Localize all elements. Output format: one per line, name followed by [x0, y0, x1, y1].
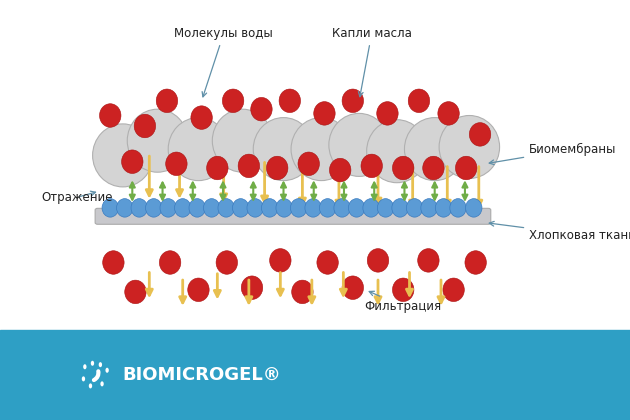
Ellipse shape — [191, 106, 212, 129]
Ellipse shape — [247, 199, 263, 217]
Ellipse shape — [216, 251, 238, 274]
Ellipse shape — [253, 118, 314, 181]
Ellipse shape — [134, 114, 156, 138]
Ellipse shape — [100, 104, 121, 127]
Ellipse shape — [203, 199, 220, 217]
Ellipse shape — [406, 199, 423, 217]
Text: Молекулы воды: Молекулы воды — [175, 27, 273, 97]
Ellipse shape — [93, 124, 153, 187]
Ellipse shape — [469, 123, 491, 146]
Ellipse shape — [251, 97, 272, 121]
Ellipse shape — [439, 116, 500, 178]
Text: Хлопковая ткань: Хлопковая ткань — [490, 221, 630, 241]
Ellipse shape — [168, 118, 229, 181]
Ellipse shape — [175, 199, 191, 217]
Ellipse shape — [125, 280, 146, 304]
Ellipse shape — [122, 150, 143, 173]
Ellipse shape — [291, 118, 352, 181]
Ellipse shape — [91, 361, 94, 366]
FancyArrowPatch shape — [94, 371, 98, 380]
Ellipse shape — [314, 102, 335, 125]
Ellipse shape — [290, 199, 307, 217]
Ellipse shape — [232, 199, 249, 217]
Ellipse shape — [146, 199, 162, 217]
Ellipse shape — [82, 376, 85, 381]
Ellipse shape — [105, 368, 109, 373]
Ellipse shape — [465, 251, 486, 274]
Text: Капли масла: Капли масла — [332, 27, 411, 97]
Ellipse shape — [89, 383, 92, 389]
Ellipse shape — [188, 278, 209, 302]
Ellipse shape — [266, 156, 288, 180]
Ellipse shape — [443, 278, 464, 302]
Ellipse shape — [435, 199, 452, 217]
Ellipse shape — [127, 109, 188, 172]
Ellipse shape — [102, 199, 118, 217]
Ellipse shape — [455, 156, 477, 180]
Ellipse shape — [404, 118, 465, 181]
Ellipse shape — [329, 158, 351, 182]
Ellipse shape — [418, 249, 439, 272]
FancyBboxPatch shape — [95, 208, 491, 224]
Ellipse shape — [319, 199, 336, 217]
Ellipse shape — [298, 152, 319, 176]
Ellipse shape — [131, 199, 147, 217]
Ellipse shape — [292, 280, 313, 304]
Bar — [0, 330, 630, 420]
Ellipse shape — [159, 251, 181, 274]
Ellipse shape — [317, 251, 338, 274]
Ellipse shape — [103, 251, 124, 274]
Ellipse shape — [99, 362, 102, 367]
Ellipse shape — [212, 109, 273, 172]
Ellipse shape — [270, 249, 291, 272]
Text: Отражение: Отражение — [41, 191, 112, 204]
Ellipse shape — [363, 199, 379, 217]
Text: BIOMICROGEL®: BIOMICROGEL® — [123, 366, 282, 384]
Ellipse shape — [100, 381, 104, 386]
Ellipse shape — [279, 89, 301, 113]
Ellipse shape — [392, 278, 414, 302]
Ellipse shape — [342, 89, 364, 113]
Ellipse shape — [438, 102, 459, 125]
Ellipse shape — [222, 89, 244, 113]
Ellipse shape — [377, 102, 398, 125]
Ellipse shape — [348, 199, 365, 217]
Ellipse shape — [408, 89, 430, 113]
Ellipse shape — [367, 120, 427, 183]
Ellipse shape — [392, 156, 414, 180]
Ellipse shape — [377, 199, 394, 217]
Ellipse shape — [261, 199, 278, 217]
Ellipse shape — [83, 364, 86, 369]
Ellipse shape — [421, 199, 437, 217]
Ellipse shape — [342, 276, 364, 299]
Ellipse shape — [450, 199, 466, 217]
Ellipse shape — [392, 199, 408, 217]
Ellipse shape — [329, 113, 389, 176]
Ellipse shape — [207, 156, 228, 180]
Ellipse shape — [218, 199, 234, 217]
Ellipse shape — [334, 199, 350, 217]
Ellipse shape — [276, 199, 292, 217]
Text: Фильтрация: Фильтрация — [365, 291, 442, 313]
Ellipse shape — [160, 199, 176, 217]
Ellipse shape — [423, 156, 444, 180]
Ellipse shape — [361, 154, 382, 178]
Text: Биомембраны: Биомембраны — [490, 142, 617, 165]
Ellipse shape — [466, 199, 482, 217]
Ellipse shape — [156, 89, 178, 113]
Ellipse shape — [305, 199, 321, 217]
Ellipse shape — [241, 276, 263, 299]
Ellipse shape — [238, 154, 260, 178]
Ellipse shape — [367, 249, 389, 272]
Ellipse shape — [166, 152, 187, 176]
Ellipse shape — [117, 199, 133, 217]
Ellipse shape — [189, 199, 205, 217]
